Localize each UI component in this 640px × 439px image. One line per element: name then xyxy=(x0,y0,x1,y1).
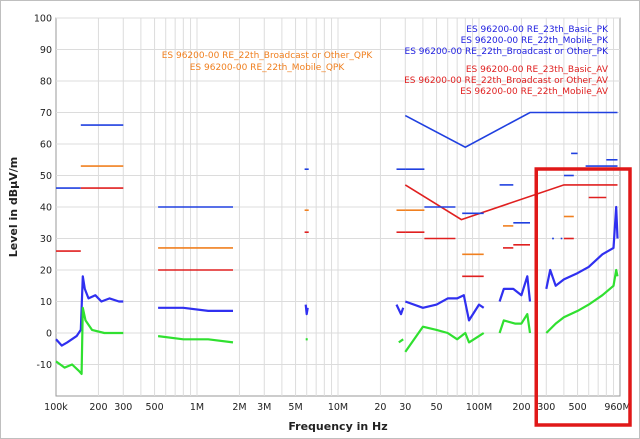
highlight-box xyxy=(534,167,632,427)
y-tick-label: 60 xyxy=(40,140,52,151)
y-axis-label: Level in dBµV/m xyxy=(7,157,20,257)
measurement-trace xyxy=(545,205,619,290)
measurement-trace xyxy=(395,304,405,316)
legend-entry-qpk: ES 96200-00 RE_22th_Broadcast or Other_Q… xyxy=(162,51,374,61)
x-axis-label: Frequency in Hz xyxy=(288,420,387,433)
y-tick-label: 10 xyxy=(40,297,52,308)
x-tick-label: 3M xyxy=(257,402,271,413)
x-tick-label: 960M xyxy=(604,402,630,413)
legend-entry: ES 96200-00 RE_22th_Mobile_AV xyxy=(460,87,609,97)
y-tick-label: 90 xyxy=(40,45,52,56)
y-tick-label: 50 xyxy=(40,171,52,182)
measurement-trace xyxy=(545,268,619,334)
x-tick-label: 200 xyxy=(89,402,107,413)
x-tick-label: 20 xyxy=(374,402,386,413)
grid xyxy=(55,17,621,397)
legend-entry: ES 96200-00 RE_23th_Basic_PK xyxy=(466,25,609,35)
x-tick-label: 500 xyxy=(145,402,163,413)
x-tick-label: 50 xyxy=(431,402,443,413)
x-tick-label: 500 xyxy=(568,402,586,413)
y-tick-label: 30 xyxy=(40,234,52,245)
measurement-trace xyxy=(304,304,309,316)
measurement-trace xyxy=(498,275,532,302)
x-tick-label: 300 xyxy=(537,402,555,413)
measurement-trace xyxy=(498,313,532,334)
x-tick-label: 100k xyxy=(44,402,68,413)
limit-lines xyxy=(56,111,618,278)
legend-entry: ES 96200-00 RE_23th_Basic_AV xyxy=(466,65,609,75)
y-tick-label: 0 xyxy=(46,329,52,340)
y-tick-label: 80 xyxy=(40,77,52,88)
measurement-trace xyxy=(157,335,234,344)
x-tick-label: 200 xyxy=(512,402,530,413)
x-tick-label: 30 xyxy=(399,402,411,413)
x-tick-label: 5M xyxy=(288,402,302,413)
x-tick-label: 300 xyxy=(114,402,132,413)
y-tick-label: 40 xyxy=(40,203,52,214)
limit-line xyxy=(404,184,618,221)
measurement-trace xyxy=(404,294,485,322)
legend-entry-qpk: ES 96200-00 RE_22th_Mobile_QPK xyxy=(190,63,346,73)
measurement-trace xyxy=(158,306,233,312)
highlight-rectangle xyxy=(534,167,632,427)
measurement-trace xyxy=(404,325,485,353)
legend-entry: ES 96200-00 RE_22th_Mobile_PK xyxy=(461,36,610,46)
x-tick-label: 2M xyxy=(232,402,246,413)
legend-entry: ES 96200-00 RE_22th_Broadcast or Other_A… xyxy=(404,76,609,86)
x-tick-label: 100M xyxy=(466,402,492,413)
y-tick-label: 20 xyxy=(40,266,52,277)
legend-entry: ES 96200-00 RE_22th_Broadcast or Other_P… xyxy=(405,47,610,57)
measurement-trace xyxy=(55,275,124,347)
measured-traces xyxy=(55,205,619,375)
y-tick-label: -10 xyxy=(36,360,52,371)
y-tick-label: 100 xyxy=(34,14,52,25)
measurement-trace xyxy=(55,306,124,375)
axes: -10 0 10 20 30 40 50 60 70 80 90 100 100k 200 300 500 1M… xyxy=(34,14,631,414)
limit-line xyxy=(404,111,618,149)
x-tick-label: 10M xyxy=(328,402,348,413)
y-tick-label: 70 xyxy=(40,108,52,119)
x-tick-label: 1M xyxy=(190,402,204,413)
measurement-trace xyxy=(398,338,404,344)
